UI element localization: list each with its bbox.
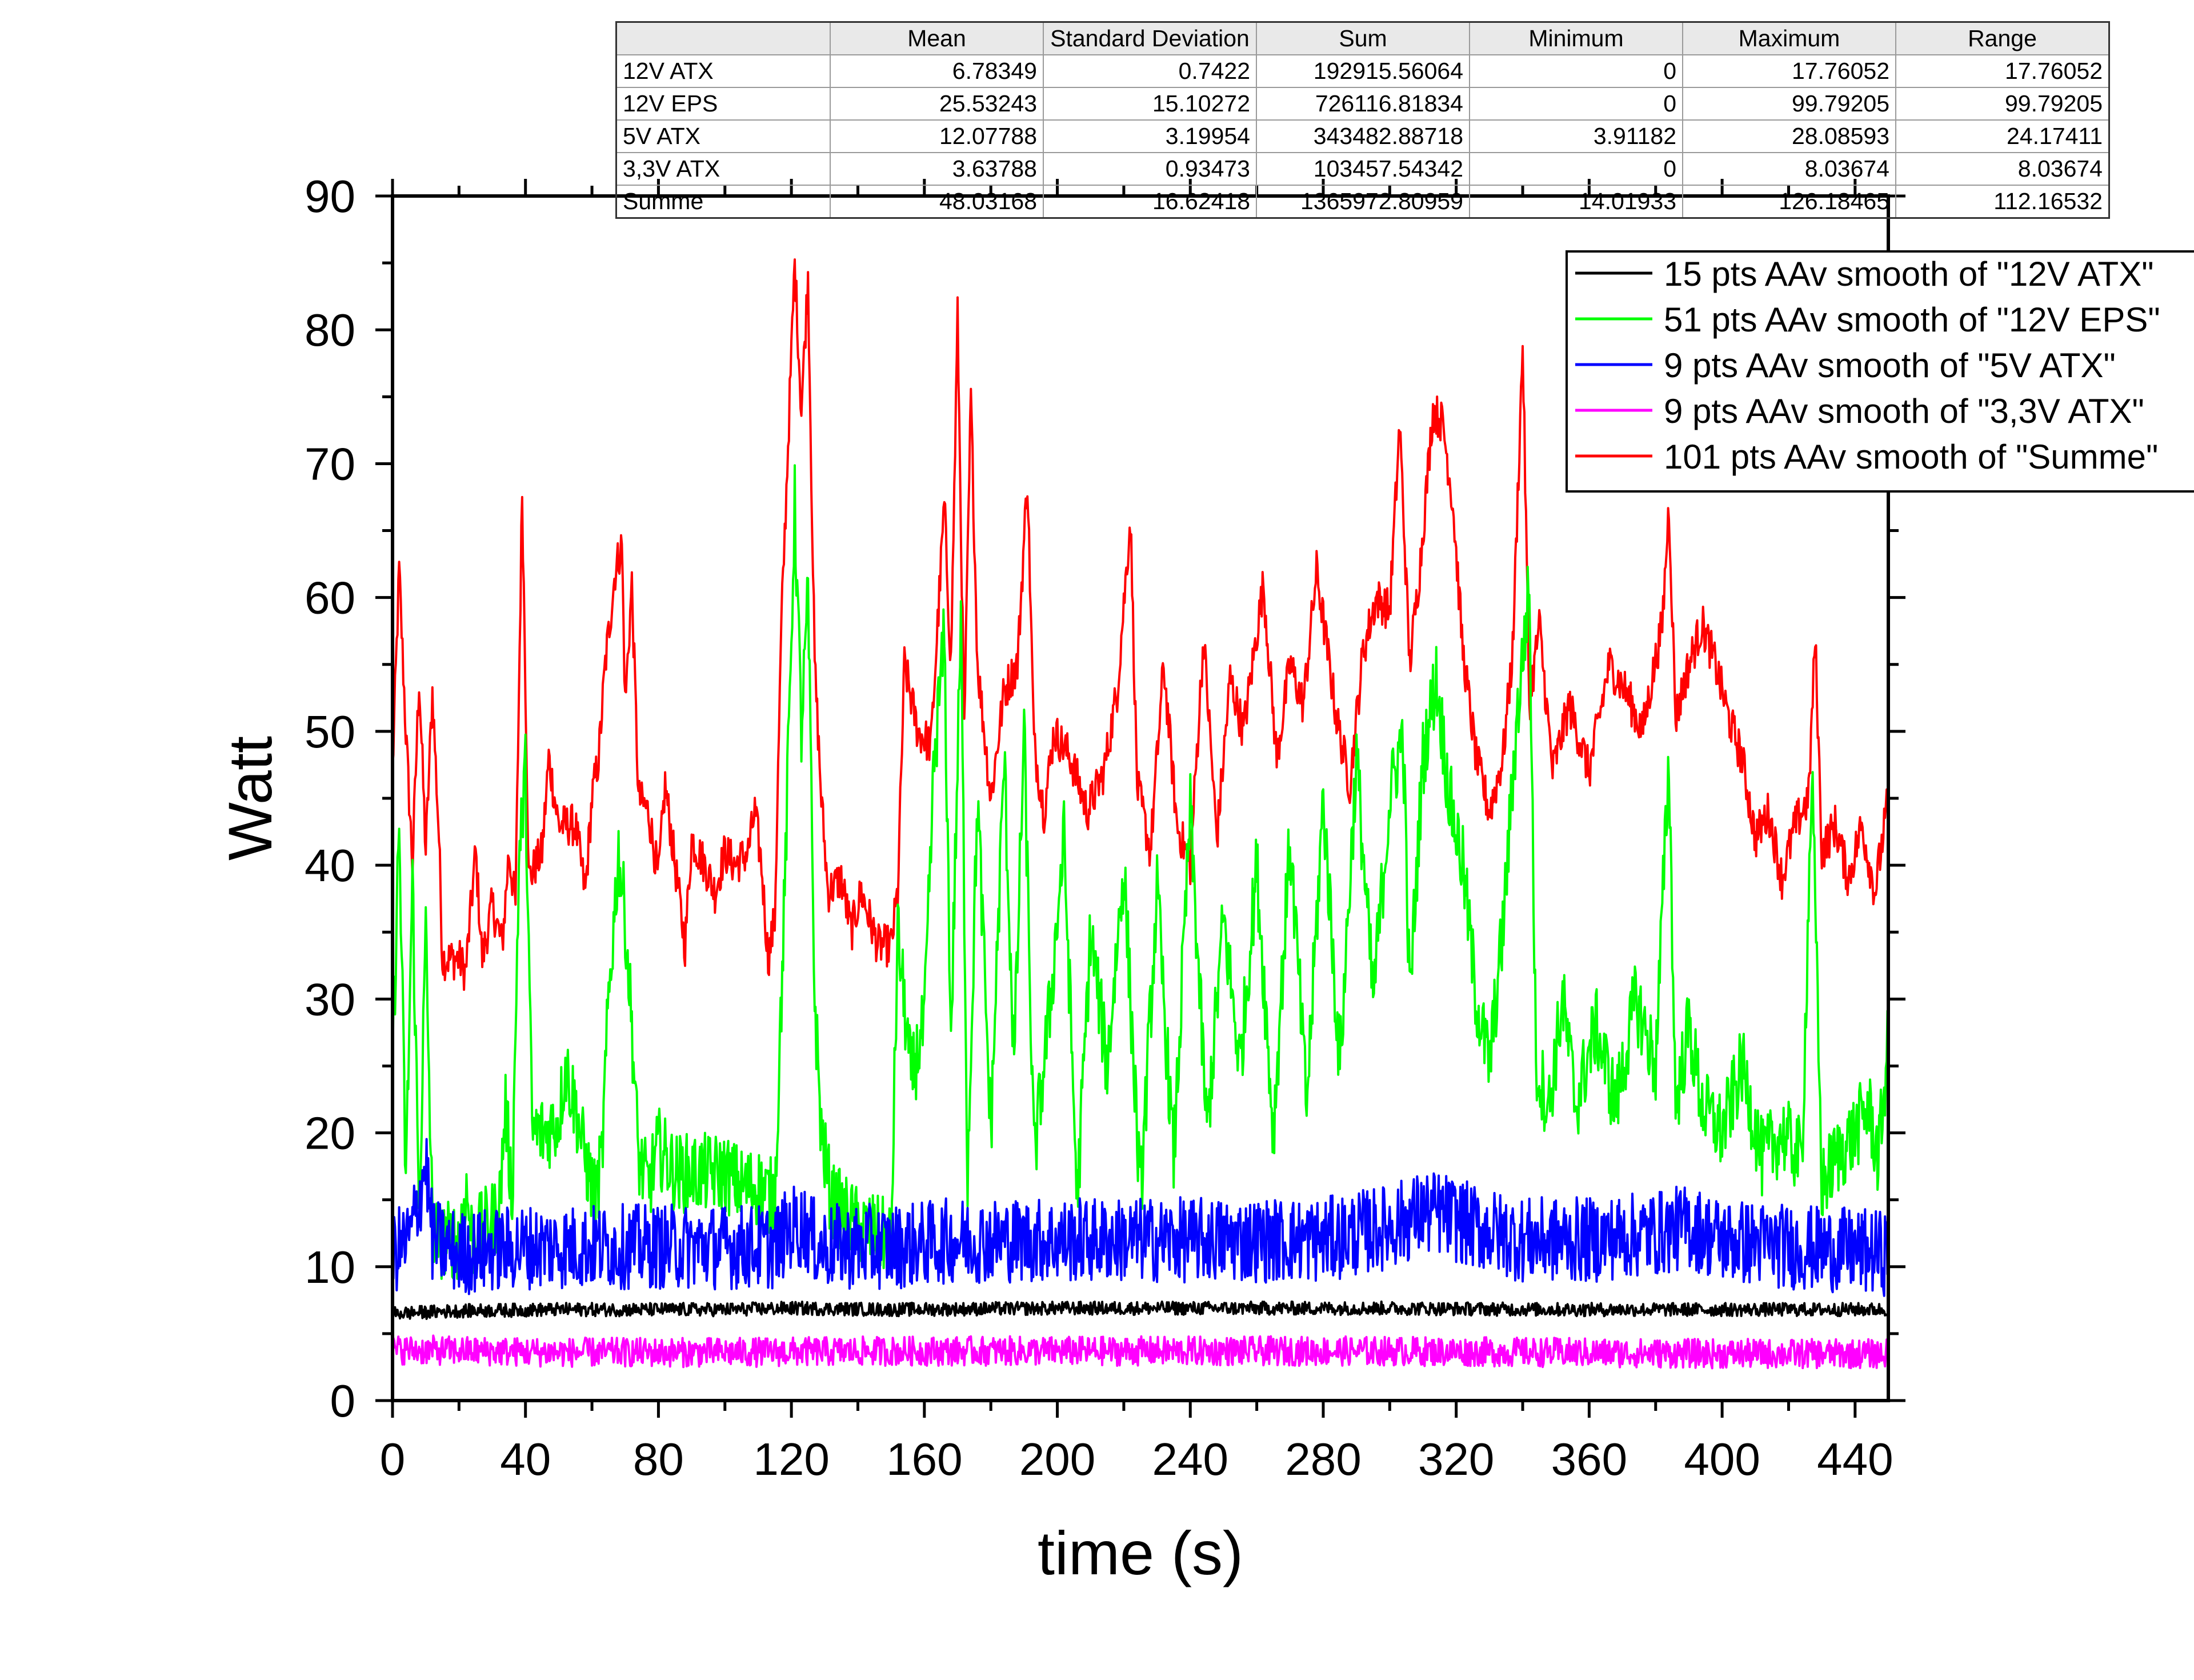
x-tick-label: 160 [886, 1434, 962, 1485]
table-cell: 99.79205 [1682, 87, 1896, 121]
x-tick-label: 280 [1285, 1434, 1361, 1485]
x-tick-label: 440 [1817, 1434, 1893, 1485]
legend: 15 pts AAv smooth of "12V ATX" 51 pts AAv… [1566, 250, 2194, 493]
y-tick-label: 30 [305, 974, 355, 1025]
table-cell: 6.78349 [830, 54, 1044, 88]
column-header: Maximum [1682, 21, 1896, 55]
y-tick-label: 0 [330, 1375, 356, 1426]
table-cell: 3.91182 [1469, 119, 1683, 153]
table-cell: 25.53243 [830, 87, 1044, 121]
y-tick-label: 20 [305, 1108, 355, 1159]
table-cell: 28.08593 [1682, 119, 1896, 153]
table-row: 12V ATX 6.78349 0.7422 192915.56064 0 17… [615, 54, 2110, 88]
y-tick-label: 10 [305, 1242, 355, 1293]
y-axis-label: Watt [215, 736, 285, 861]
legend-box [1566, 250, 2194, 493]
legend-entry: 51 pts AAv smooth of "12V EPS" [1664, 301, 2160, 339]
y-tick-label: 60 [305, 573, 355, 623]
table-cell: 17.76052 [1682, 54, 1896, 88]
column-header: Range [1895, 21, 2110, 55]
x-tick-label: 200 [1019, 1434, 1095, 1485]
summe-series-line [391, 258, 1889, 991]
row-label: 12V ATX [615, 54, 831, 88]
table-cell: 0.93473 [1043, 152, 1257, 186]
legend-entry: 15 pts AAv smooth of "12V ATX" [1664, 255, 2154, 293]
table-cell: 3.19954 [1043, 119, 1257, 153]
table-cell: 16.62418 [1043, 185, 1257, 219]
y-tick-label: 70 [305, 438, 355, 489]
table-row: 3,3V ATX 3.63788 0.93473 103457.54342 0 … [615, 152, 2110, 186]
table-cell: 8.03674 [1895, 152, 2110, 186]
5v-atx-series-line [391, 1138, 1889, 1297]
table-cell: 112.16532 [1895, 185, 2110, 219]
table-cell: 192915.56064 [1256, 54, 1470, 88]
x-tick-label: 400 [1684, 1434, 1760, 1485]
table-row: 5V ATX 12.07788 3.19954 343482.88718 3.9… [615, 119, 2110, 153]
table-cell: 14.01933 [1469, 185, 1683, 219]
axes-layer: 0 40 80 120 160 200 240 280 320 360 400 440 0 10 20 30 4… [215, 171, 1905, 1587]
table-cell: 3.63788 [830, 152, 1044, 186]
table-cell: 1365972.80959 [1256, 185, 1470, 219]
column-header [615, 21, 831, 55]
column-header: Standard Deviation [1043, 21, 1257, 55]
table-cell: 15.10272 [1043, 87, 1257, 121]
3v3-atx-series-line [391, 1334, 1889, 1370]
row-label: 12V EPS [615, 87, 831, 121]
column-header: Sum [1256, 21, 1470, 55]
table-cell: 0.7422 [1043, 54, 1257, 88]
y-tick-label: 40 [305, 840, 355, 891]
row-label: Summe [615, 185, 831, 219]
x-axis-label: time (s) [1038, 1518, 1243, 1587]
x-tick-label: 240 [1152, 1434, 1228, 1485]
y-tick-label: 90 [305, 171, 355, 222]
row-label: 3,3V ATX [615, 152, 831, 186]
row-label: 5V ATX [615, 119, 831, 153]
table-cell: 103457.54342 [1256, 152, 1470, 186]
table-cell: 726116.81834 [1256, 87, 1470, 121]
12v-atx-series-line [391, 1300, 1889, 1320]
column-header: Mean [830, 21, 1044, 55]
x-tick-label: 40 [500, 1434, 551, 1485]
x-tick-label: 120 [753, 1434, 829, 1485]
table-cell: 0 [1469, 152, 1683, 186]
y-tick-label: 50 [305, 706, 355, 757]
x-tick-label: 360 [1551, 1434, 1627, 1485]
x-tick-label: 80 [633, 1434, 684, 1485]
12v-eps-series-line [391, 464, 1889, 1280]
y-tick-label: 80 [305, 305, 355, 355]
legend-entry: 9 pts AAv smooth of "5V ATX" [1664, 346, 2116, 385]
table-cell: 0 [1469, 54, 1683, 88]
table-row: Summe 48.03168 16.62418 1365972.80959 14… [615, 185, 2110, 219]
table-cell: 0 [1469, 87, 1683, 121]
table-cell: 126.18465 [1682, 185, 1896, 219]
table-cell: 8.03674 [1682, 152, 1896, 186]
series-layer [391, 258, 1889, 1370]
table-cell: 99.79205 [1895, 87, 2110, 121]
legend-entry: 101 pts AAv smooth of "Summe" [1664, 438, 2158, 476]
table-header-row: Mean Standard Deviation Sum Minimum Maxi… [615, 21, 2110, 55]
table-cell: 17.76052 [1895, 54, 2110, 88]
table-cell: 343482.88718 [1256, 119, 1470, 153]
x-tick-label: 320 [1418, 1434, 1494, 1485]
table-cell: 48.03168 [830, 185, 1044, 219]
x-tick-label: 0 [380, 1434, 406, 1485]
legend-entry: 9 pts AAv smooth of "3,3V ATX" [1664, 392, 2144, 430]
table-cell: 24.17411 [1895, 119, 2110, 153]
table-cell: 12.07788 [830, 119, 1044, 153]
column-header: Minimum [1469, 21, 1683, 55]
statistics-table: Mean Standard Deviation Sum Minimum Maxi… [615, 21, 2110, 219]
table-row: 12V EPS 25.53243 15.10272 726116.81834 0… [615, 87, 2110, 121]
